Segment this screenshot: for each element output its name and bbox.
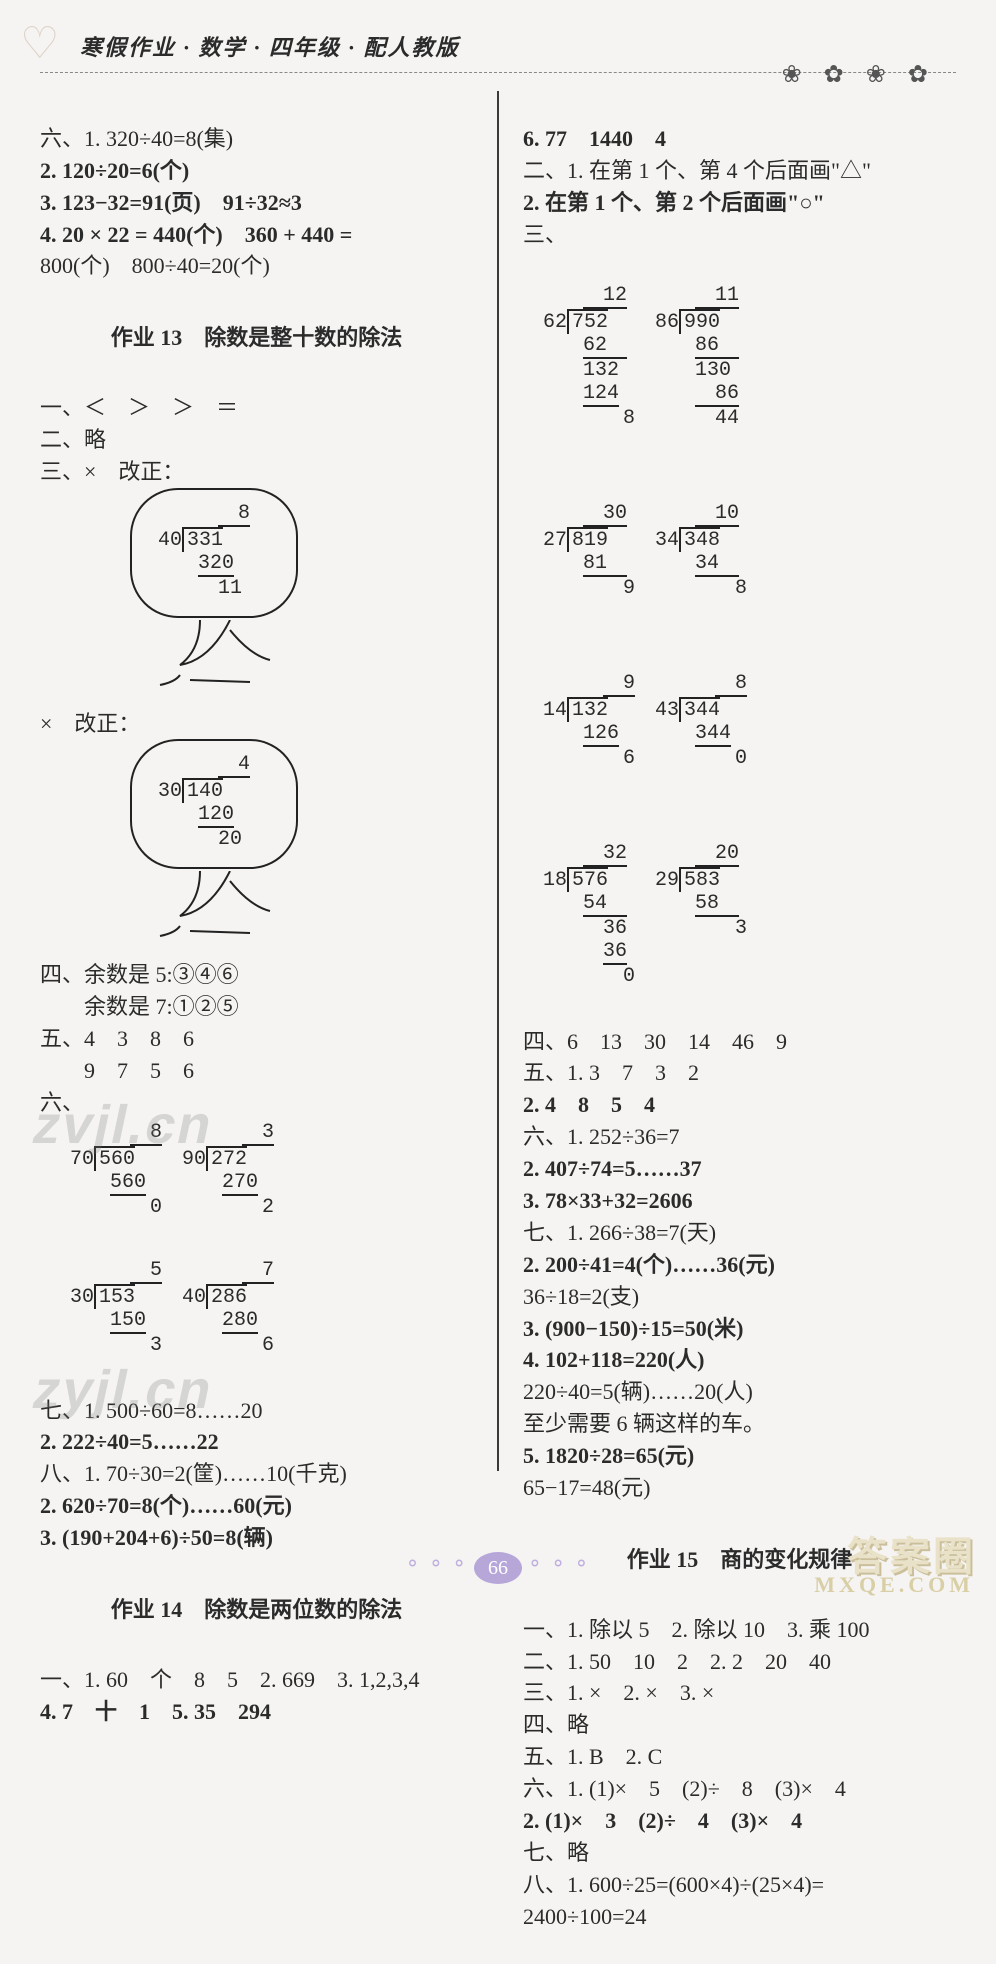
text-line: 3. 123−32=91(页) 91÷32≈3: [40, 190, 302, 215]
text-line: 二、1. 50 10 2 2. 2 20 40: [523, 1649, 831, 1674]
text-line: 2. 200÷41=4(个)……36(元): [523, 1252, 775, 1277]
section-title-14: 作业 14 除数是两位数的除法: [40, 1594, 473, 1626]
text-line: 四、6 13 30 14 46 9: [523, 1029, 787, 1054]
heart-decoration: ♡: [20, 18, 59, 69]
text-line: 六、: [40, 1090, 84, 1115]
column-divider: [497, 91, 499, 1471]
long-division-F: 843344 344 0: [655, 672, 747, 770]
text-line: 6. 77 1440 4: [523, 126, 666, 151]
text-line: 2. 407÷74=5……37: [523, 1156, 702, 1181]
long-division-1: 840331 320 11: [158, 502, 250, 600]
text-line: 3. (900−150)÷15=50(米): [523, 1316, 743, 1341]
text-line: 2400÷100=24: [523, 1904, 646, 1929]
page-number: 66: [474, 1552, 522, 1584]
long-division-H: 2029583 58 3: [655, 842, 747, 940]
text-line: 一、1. 除以 5 2. 除以 10 3. 乘 100: [523, 1617, 870, 1642]
text-line: 4. 102+118=220(人): [523, 1347, 705, 1372]
long-division-G: 3218576 54 36 36 0: [543, 842, 635, 988]
long-division-4: 390272 270 2: [182, 1121, 274, 1219]
text-line: × 改正：: [40, 711, 140, 736]
text-line: 2. 4 8 5 4: [523, 1092, 655, 1117]
text-line: 三、× 改正：: [40, 459, 184, 484]
text-line: 五、4 3 8 6: [40, 1026, 194, 1051]
text-line: 七、1. 500÷60=8……20: [40, 1398, 262, 1423]
text-line: 七、1. 266÷38=7(天): [523, 1220, 716, 1245]
long-division-A: 1262752 62 132 124 8: [543, 284, 635, 430]
text-line: 四、略: [523, 1712, 589, 1737]
text-line: 36÷18=2(支): [523, 1284, 639, 1309]
two-columns: 六、1. 320÷40=8(集) 2. 120÷20=6(个) 3. 123−3…: [40, 91, 956, 1471]
tree-trunk-2: [200, 877, 240, 927]
text-line: 2. 120÷20=6(个): [40, 158, 189, 183]
text-line: 六、1. 252÷36=7: [523, 1124, 679, 1149]
long-division-D: 1034348 34 8: [655, 502, 747, 600]
tree-cloud-2: 430140 120 20: [130, 739, 298, 869]
text-line: 3. 78×33+32=2606: [523, 1188, 693, 1213]
text-line: 2. 620÷70=8(个)……60(元): [40, 1493, 292, 1518]
text-line: 七、略: [523, 1840, 589, 1865]
text-line: 4. 20 × 22 = 440(个) 360 + 440 =: [40, 222, 352, 247]
long-division-E: 914132 126 6: [543, 672, 635, 770]
left-column: 六、1. 320÷40=8(集) 2. 120÷20=6(个) 3. 123−3…: [40, 91, 493, 1471]
text-line: 二、1. 在第 1 个、第 4 个后面画"△": [523, 158, 871, 183]
long-division-6: 740286 280 6: [182, 1259, 274, 1357]
text-line: 一、1. 60 个 8 5 2. 669 3. 1,2,3,4: [40, 1667, 420, 1692]
text-line: 2. 222÷40=5……22: [40, 1429, 219, 1454]
text-line: 一、＜ ＞ ＞ ＝: [40, 395, 238, 420]
tree-trunk-1: [200, 626, 240, 676]
long-division-2: 430140 120 20: [158, 753, 250, 851]
text-line: 至少需要 6 辆这样的车。: [523, 1411, 765, 1436]
long-division-B: 1186990 86 130 86 44: [655, 284, 739, 430]
section-title-13: 作业 13 除数是整十数的除法: [40, 322, 473, 354]
text-line: 800(个) 800÷40=20(个): [40, 253, 270, 278]
long-division-5: 530153 150 3: [70, 1259, 162, 1357]
text-line: 余数是 7:①②⑤: [40, 994, 239, 1019]
text-line: 五、1. 3 7 3 2: [523, 1060, 699, 1085]
text-line: 220÷40=5(辆)……20(人): [523, 1379, 753, 1404]
text-line: 三、: [523, 222, 567, 247]
tree-cloud-1: 840331 320 11: [130, 488, 298, 618]
text-line: 四、余数是 5:③④⑥: [40, 962, 239, 987]
text-line: 3. (190+204+6)÷50=8(辆): [40, 1525, 273, 1550]
right-column: 6. 77 1440 4 二、1. 在第 1 个、第 4 个后面画"△" 2. …: [503, 91, 956, 1471]
text-line: 六、1. 320÷40=8(集): [40, 126, 233, 151]
text-line: 2. (1)× 3 (2)÷ 4 (3)× 4: [523, 1808, 802, 1833]
text-line: 五、1. B 2. C: [523, 1744, 662, 1769]
page-header: 寒假作业 · 数学 · 四年级 · 配人教版: [40, 30, 956, 62]
text-line: 八、1. 600÷25=(600×4)÷(25×4)=: [523, 1872, 824, 1897]
header-plants: ❀ ✿ ❀ ✿: [782, 60, 936, 89]
text-line: 八、1. 70÷30=2(筐)……10(千克): [40, 1461, 347, 1486]
long-division-C: 3027819 81 9: [543, 502, 635, 600]
ld-row-2: 530153 150 3 740286 280 6: [40, 1257, 473, 1363]
text-line: 六、1. (1)× 5 (2)÷ 8 (3)× 4: [523, 1776, 846, 1801]
text-line: 5. 1820÷28=65(元): [523, 1443, 694, 1468]
ld-grid-right: 1262752 62 132 124 8 1186990 86 130 86 4…: [523, 250, 956, 993]
text-line: 4. 7 十 1 5. 35 294: [40, 1699, 271, 1724]
text-line: 三、1. × 2. × 3. ×: [523, 1680, 714, 1705]
text-line: 9 7 5 6: [40, 1058, 194, 1083]
long-division-3: 870560 560 0: [70, 1121, 162, 1219]
page: ♡ 寒假作业 · 数学 · 四年级 · 配人教版 ❀ ✿ ❀ ✿ 六、1. 32…: [0, 0, 996, 1600]
text-line: 65−17=48(元): [523, 1475, 650, 1500]
ld-row-1: 870560 560 0 390272 270 2: [40, 1119, 473, 1225]
text-line: 二、略: [40, 427, 106, 452]
text-line: 2. 在第 1 个、第 2 个后面画"○": [523, 190, 825, 215]
